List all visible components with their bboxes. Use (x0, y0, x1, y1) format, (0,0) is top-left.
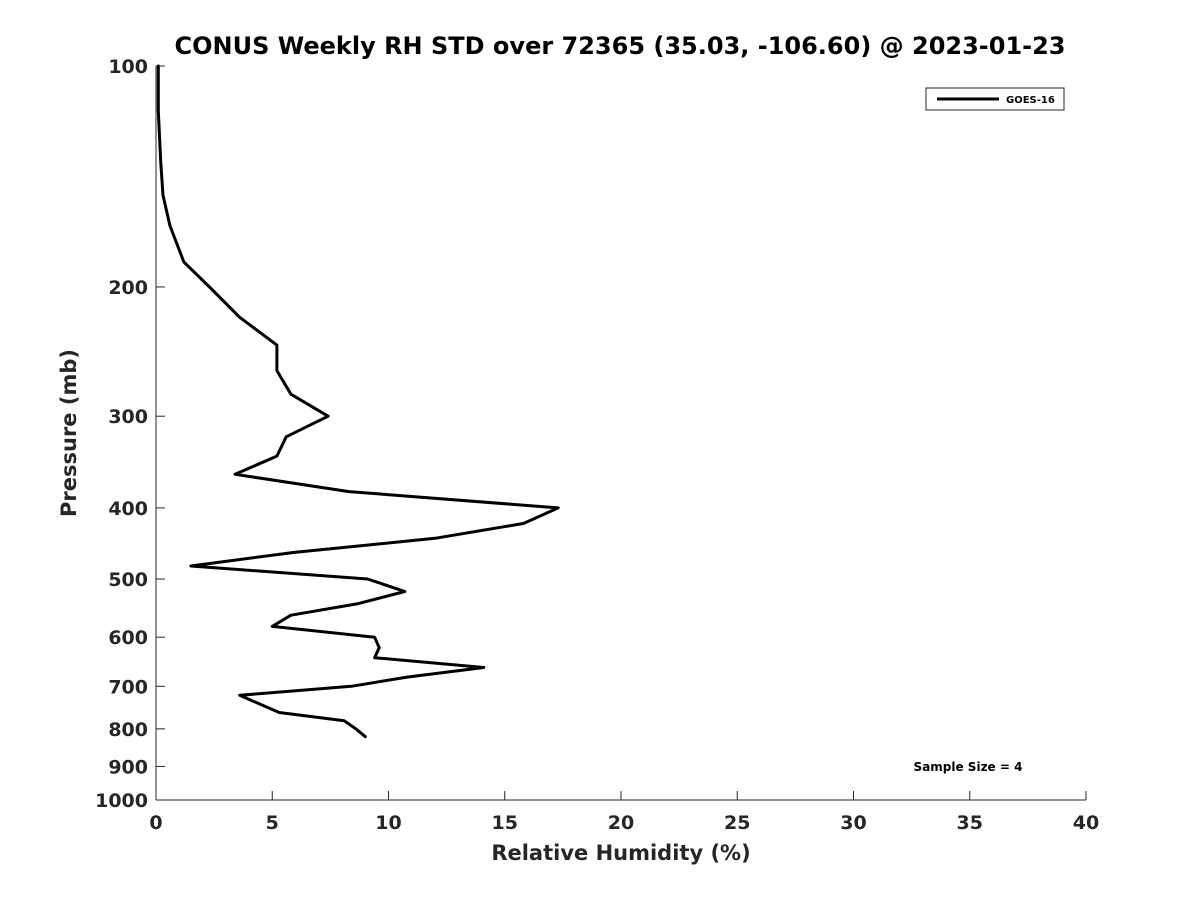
y-axis-label: Pressure (mb) (57, 349, 81, 517)
legend-label: GOES-16 (1006, 95, 1055, 106)
plot-area: 0 5 10 15 20 25 30 35 40 100 200 300 400 500 600 700 80… (95, 56, 1099, 834)
x-tick-label: 40 (1073, 812, 1099, 834)
y-tick-label: 400 (108, 498, 148, 520)
y-tick-label: 900 (108, 756, 148, 778)
y-tick-label: 600 (108, 627, 148, 649)
chart-title: CONUS Weekly RH STD over 72365 (35.03, -… (174, 32, 1065, 60)
x-tick-label: 25 (724, 812, 750, 834)
x-ticks: 0 5 10 15 20 25 30 35 40 (149, 791, 1099, 834)
x-tick-label: 30 (840, 812, 866, 834)
x-axis-label: Relative Humidity (%) (491, 841, 750, 865)
legend: GOES-16 (925, 87, 1065, 111)
x-tick-label: 35 (957, 812, 983, 834)
y-tick-label: 800 (108, 719, 148, 741)
y-tick-label: 1000 (95, 790, 148, 812)
x-tick-label: 0 (149, 812, 162, 834)
y-tick-label: 700 (108, 676, 148, 698)
sample-size-annotation: Sample Size = 4 (914, 760, 1023, 774)
x-tick-label: 10 (375, 812, 401, 834)
x-tick-label: 15 (492, 812, 518, 834)
y-ticks: 100 200 300 400 500 600 700 800 900 1000 (95, 56, 165, 812)
y-tick-label: 300 (108, 406, 148, 428)
x-tick-label: 5 (266, 812, 279, 834)
series-line (156, 64, 560, 739)
y-tick-label: 500 (108, 569, 148, 591)
x-tick-label: 20 (608, 812, 634, 834)
series-lines (156, 64, 560, 739)
y-tick-label: 200 (108, 277, 148, 299)
y-tick-label: 100 (108, 56, 148, 78)
